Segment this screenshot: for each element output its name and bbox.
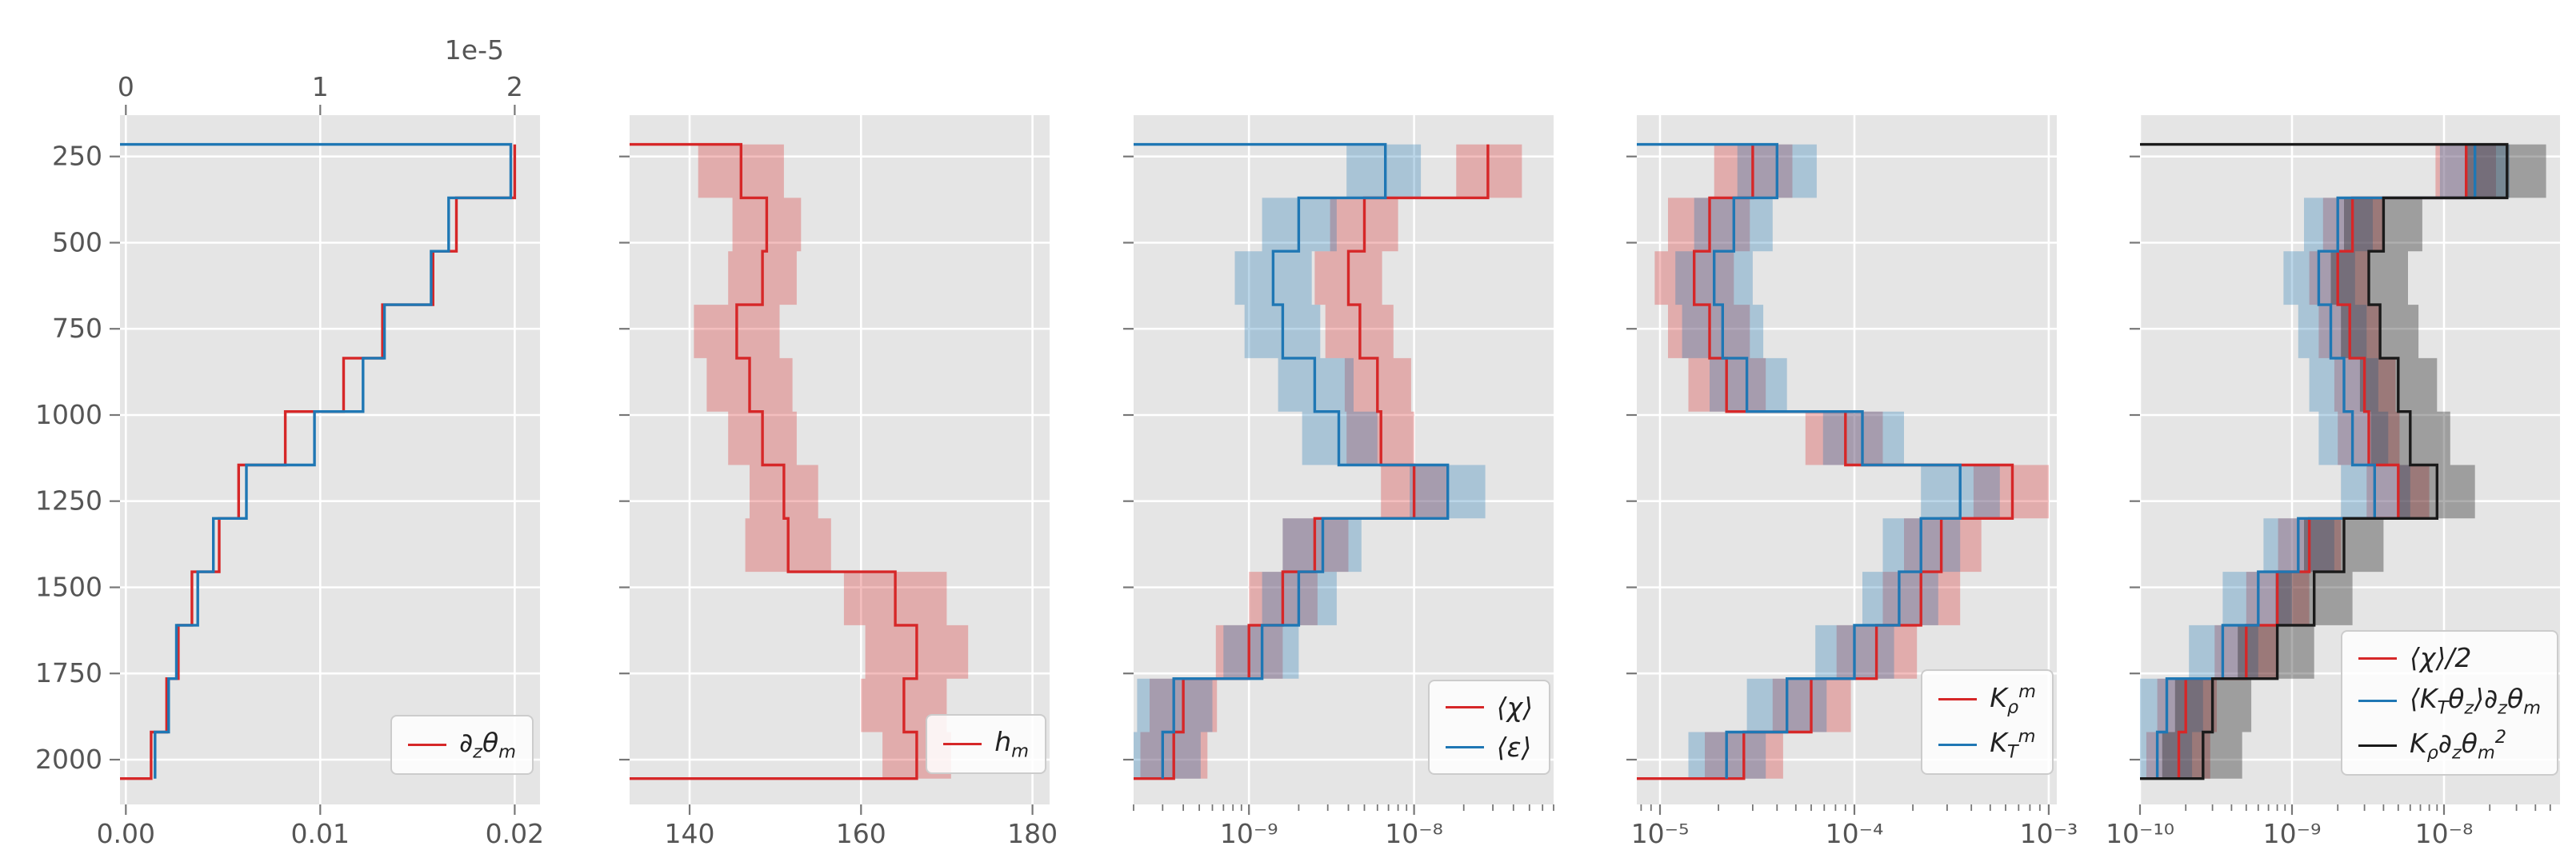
x-tick-label: 10⁻³: [2020, 818, 2078, 849]
x-tick-label: 10⁻⁴: [1826, 818, 1884, 849]
legend-line-swatch: [2358, 699, 2397, 702]
series-h-m-line: [630, 142, 918, 780]
legend-label: ⟨KTθz⟩∂zθm: [2409, 682, 2541, 719]
panel-chi-epsilon: 10⁻⁹ 10⁻⁸ ⟨χ⟩ ⟨ε⟩: [1123, 115, 1554, 849]
depth-tick-label: 1250: [35, 485, 102, 517]
panel-dz-theta-m-plot: 0.00 0.01 0.02 250 500 750 1000 1250 1500 1750 200…: [35, 34, 544, 849]
x-tick-label: 10⁻¹⁰: [2106, 818, 2174, 849]
series-chi-half-band: [2146, 144, 2496, 779]
legend-label: ⟨ε⟩: [1496, 731, 1532, 763]
x-tick-label: 180: [1007, 818, 1058, 849]
legend-entry: Kρm: [1938, 680, 2036, 719]
panel-chi-budget-plot: 10⁻¹⁰ 10⁻⁹ 10⁻⁸: [2106, 115, 2560, 849]
axis-ticks: [1123, 155, 1554, 815]
legend-label: hm: [994, 726, 1029, 762]
panel-dz-theta-m-legend: ∂zθm: [390, 715, 534, 775]
series-epsilon-line: [1134, 142, 1450, 779]
x-tick-label: 0.01: [291, 818, 350, 849]
series-epsilon-band: [1134, 144, 1486, 779]
x-tick-label: 10⁻⁹: [1220, 818, 1278, 849]
series-dz-theta-m-1e-5-line: [120, 142, 513, 779]
panel-chi-epsilon-legend: ⟨χ⟩ ⟨ε⟩: [1427, 679, 1550, 775]
grid-lines: [1637, 115, 2057, 804]
top-tick-label: 2: [506, 71, 523, 102]
plot-background: [630, 115, 1050, 804]
legend-entry: ∂zθm: [408, 726, 516, 764]
legend-label: Kρm: [1990, 680, 2036, 718]
legend-label: ⟨χ⟩/2: [2409, 642, 2472, 674]
top-tick-label: 0: [118, 71, 134, 102]
series-k-t-m-line: [1637, 142, 1962, 779]
x-tick-label: 160: [836, 818, 886, 849]
legend-entry: ⟨χ⟩/2: [2358, 641, 2541, 674]
depth-tick-label: 1000: [35, 399, 102, 430]
x-tick-label: 10⁻⁵: [1631, 818, 1690, 849]
axis-tick-labels: 10⁻⁹ 10⁻⁸: [1220, 818, 1443, 849]
axis-ticks: [619, 155, 1034, 815]
depth-tick-label: 1750: [35, 657, 102, 688]
axis-tick-labels: 10⁻¹⁰ 10⁻⁹ 10⁻⁸: [2106, 818, 2473, 849]
legend-label: KTm: [1990, 726, 2036, 763]
legend-label: Kρ∂zθm2: [2409, 727, 2507, 764]
axis-ticks: [1626, 155, 2050, 815]
depth-tick-label: 500: [52, 227, 102, 258]
series-kt-thetaz-dztheta-band: [2140, 144, 2510, 779]
legend-label: ⟨χ⟩: [1496, 691, 1533, 723]
series-k-t-m-band: [1675, 144, 2000, 779]
depth-tick-label: 250: [52, 141, 102, 172]
x-tick-label: 0.00: [97, 818, 155, 849]
panel-h-m-plot: 140 160 180: [619, 115, 1058, 849]
axis-ticks: [110, 105, 516, 815]
grid-lines: [120, 115, 540, 804]
legend-line-swatch: [943, 743, 982, 746]
panel-chi-budget: 10⁻¹⁰ 10⁻⁹ 10⁻⁸ ⟨χ⟩/2 ⟨KTθz⟩∂zθm Kρ∂zθm2: [2106, 115, 2560, 849]
legend-label: ∂zθm: [459, 727, 516, 763]
x-tick-label: 10⁻⁸: [1385, 818, 1443, 849]
x-tick-label: 140: [665, 818, 715, 849]
legend-entry: KTm: [1938, 725, 2036, 764]
top-tick-label: 1: [312, 71, 329, 102]
legend-entry: Kρ∂zθm2: [2358, 726, 2541, 764]
legend-line-swatch: [2358, 656, 2397, 660]
panel-dz-theta-m: 0.00 0.01 0.02 250 500 750 1000 1250 1500 1750 200…: [35, 34, 544, 849]
x-tick-label: 0.02: [486, 818, 544, 849]
grid-lines: [630, 115, 1050, 804]
x-tick-label: 10⁻⁸: [2415, 818, 2474, 849]
legend-entry: ⟨KTθz⟩∂zθm: [2358, 682, 2541, 720]
legend-line-swatch: [1445, 705, 1484, 708]
plot-background: [120, 115, 540, 804]
axis-ticks: [2130, 155, 2551, 815]
legend-entry: ⟨χ⟩: [1445, 691, 1533, 724]
legend-line-swatch: [1938, 698, 1978, 701]
legend-line-swatch: [2358, 744, 2397, 747]
axis-tick-labels: 10⁻⁵ 10⁻⁴ 10⁻³: [1631, 818, 2078, 849]
legend-entry: hm: [943, 725, 1029, 763]
panel-h-m: 140 160 180 hm: [619, 115, 1058, 849]
legend-line-swatch: [408, 744, 447, 747]
series-k-rho-m-band: [1654, 144, 2049, 779]
x-tick-label: 10⁻⁹: [2263, 818, 2322, 849]
panel-chi-budget-legend: ⟨χ⟩/2 ⟨KTθz⟩∂zθm Kρ∂zθm2: [2340, 630, 2558, 776]
panel-k-rho-kt-legend: Kρm KTm: [1921, 668, 2054, 775]
legend-entry: ⟨ε⟩: [1445, 731, 1533, 764]
axis-tick-labels: 0.00 0.01 0.02 250 500 750 1000 1250 1500 1750 200…: [35, 34, 544, 849]
series-krho-dztheta-sq-band: [2162, 144, 2546, 779]
legend-line-swatch: [1445, 745, 1484, 748]
series-krho-dztheta-sq-line: [2140, 142, 2509, 780]
depth-tick-label: 750: [52, 313, 102, 344]
series-chi-band: [1140, 144, 1522, 779]
depth-tick-label: 2000: [35, 744, 102, 775]
panel-h-m-legend: hm: [926, 714, 1046, 774]
panel-k-rho-kt: 10⁻⁵ 10⁻⁴ 10⁻³ Kρm KTm: [1626, 115, 2078, 849]
axis-offset-label: 1e-5: [445, 34, 504, 66]
axis-tick-labels: 140 160 180: [665, 818, 1058, 849]
legend-line-swatch: [1938, 743, 1978, 746]
grid-lines: [1134, 115, 1554, 804]
depth-tick-label: 1500: [35, 572, 102, 603]
